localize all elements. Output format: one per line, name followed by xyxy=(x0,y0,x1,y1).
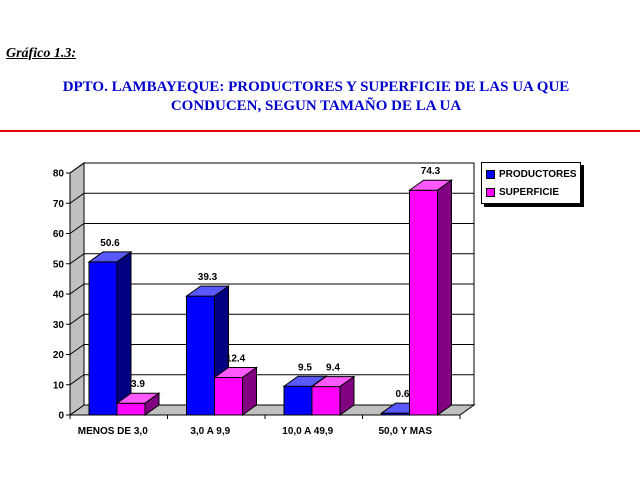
y-tick-label: 60 xyxy=(53,229,65,240)
y-tick-label: 40 xyxy=(53,290,65,301)
chart-label: Gráfico 1.3: xyxy=(6,46,76,61)
bar-superficie xyxy=(409,189,438,416)
x-tick-label: 50,0 Y MAS xyxy=(378,426,432,437)
title-divider xyxy=(0,130,640,132)
chart-title: DPTO. LAMBAYEQUE: PRODUCTORES Y SUPERFIC… xyxy=(0,78,632,116)
gridline xyxy=(69,374,474,386)
legend-item-superficie: SUPERFICIE xyxy=(486,185,559,199)
legend-swatch-superficie xyxy=(486,187,495,197)
legend-label-superficie: SUPERFICIE xyxy=(499,186,560,198)
gridline xyxy=(69,344,474,355)
legend-item-productores: PRODUCTORES xyxy=(486,167,577,181)
data-label-superficie: 74.3 xyxy=(421,166,441,177)
data-label-productores: 0.6 xyxy=(396,389,410,400)
bar-side-superficie xyxy=(144,392,160,416)
x-tick-label: 10,0 A 49,9 xyxy=(282,426,333,437)
gridline xyxy=(69,162,474,174)
bar-superficie xyxy=(311,386,341,416)
bar-side-superficie xyxy=(437,179,452,416)
legend-swatch-productores xyxy=(486,169,495,179)
data-label-superficie: 9.4 xyxy=(326,363,340,374)
legend-label-productores: PRODUCTORES xyxy=(499,168,577,180)
y-tick-label: 10 xyxy=(53,380,65,391)
data-label-productores: 39.3 xyxy=(198,272,218,283)
x-tick-label: 3,0 A 9,9 xyxy=(190,426,230,437)
data-label-productores: 9.5 xyxy=(298,362,312,373)
bar-productores xyxy=(283,385,313,416)
bar-superficie xyxy=(214,376,243,416)
x-tick-label: MENOS DE 3,0 xyxy=(78,426,148,437)
y-tick-label: 70 xyxy=(53,199,65,210)
bar-productores xyxy=(88,261,118,416)
gridline xyxy=(69,253,474,265)
chart-legend: PRODUCTORES SUPERFICIE xyxy=(481,162,581,204)
y-tick-label: 80 xyxy=(53,169,65,180)
y-tick-label: 20 xyxy=(53,350,65,361)
chart-title-line-1: DPTO. LAMBAYEQUE: PRODUCTORES Y SUPERFIC… xyxy=(62,79,570,95)
y-tick-label: 50 xyxy=(53,259,65,270)
gridline xyxy=(69,313,474,325)
bar-side-superficie xyxy=(339,375,355,416)
y-tick-label: 30 xyxy=(53,320,65,331)
bar-side-productores xyxy=(116,250,132,416)
bar-productores xyxy=(186,295,215,416)
gridline xyxy=(69,192,474,204)
gridline xyxy=(69,223,474,234)
bar-superficie xyxy=(116,402,146,416)
data-label-superficie: 3.9 xyxy=(131,379,145,390)
data-label-productores: 50.6 xyxy=(100,238,120,249)
y-tick-label: 0 xyxy=(58,411,64,422)
data-label-superficie: 12.4 xyxy=(226,353,246,364)
chart-title-line-2: CONDUCEN, SEGUN TAMAÑO DE LA UA xyxy=(170,98,462,114)
bar-side-superficie xyxy=(242,366,257,416)
gridline xyxy=(69,283,474,295)
